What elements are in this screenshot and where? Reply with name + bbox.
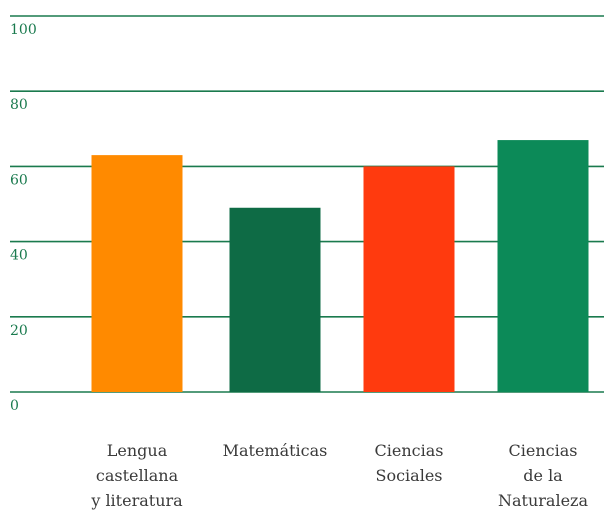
y-tick-label: 20 [10, 323, 28, 339]
x-category-label: Matemáticas [223, 441, 328, 460]
bar-2 [363, 166, 455, 392]
x-category-label: de la [523, 466, 563, 485]
x-category-label: Ciencias [509, 441, 578, 460]
x-category-label: Ciencias [375, 441, 444, 460]
x-category-label: Lengua [107, 441, 168, 460]
bar-0 [91, 155, 183, 392]
y-tick-label: 0 [10, 398, 19, 414]
x-category-label: castellana [96, 466, 179, 485]
x-category-label: Naturaleza [498, 491, 588, 510]
x-axis-labels: Lengua castellana y literatura Matemáticas C… [90, 441, 588, 510]
y-tick-label: 80 [10, 97, 28, 113]
bar-3 [497, 140, 589, 392]
x-category-label: y literatura [90, 491, 183, 510]
x-category-label: Sociales [375, 466, 442, 485]
y-tick-label: 100 [10, 22, 37, 38]
bars [91, 140, 589, 392]
y-axis-ticks: 0 20 40 60 80 100 [10, 22, 37, 414]
bar-1 [229, 207, 321, 392]
y-tick-label: 60 [10, 172, 28, 188]
y-tick-label: 40 [10, 248, 28, 264]
